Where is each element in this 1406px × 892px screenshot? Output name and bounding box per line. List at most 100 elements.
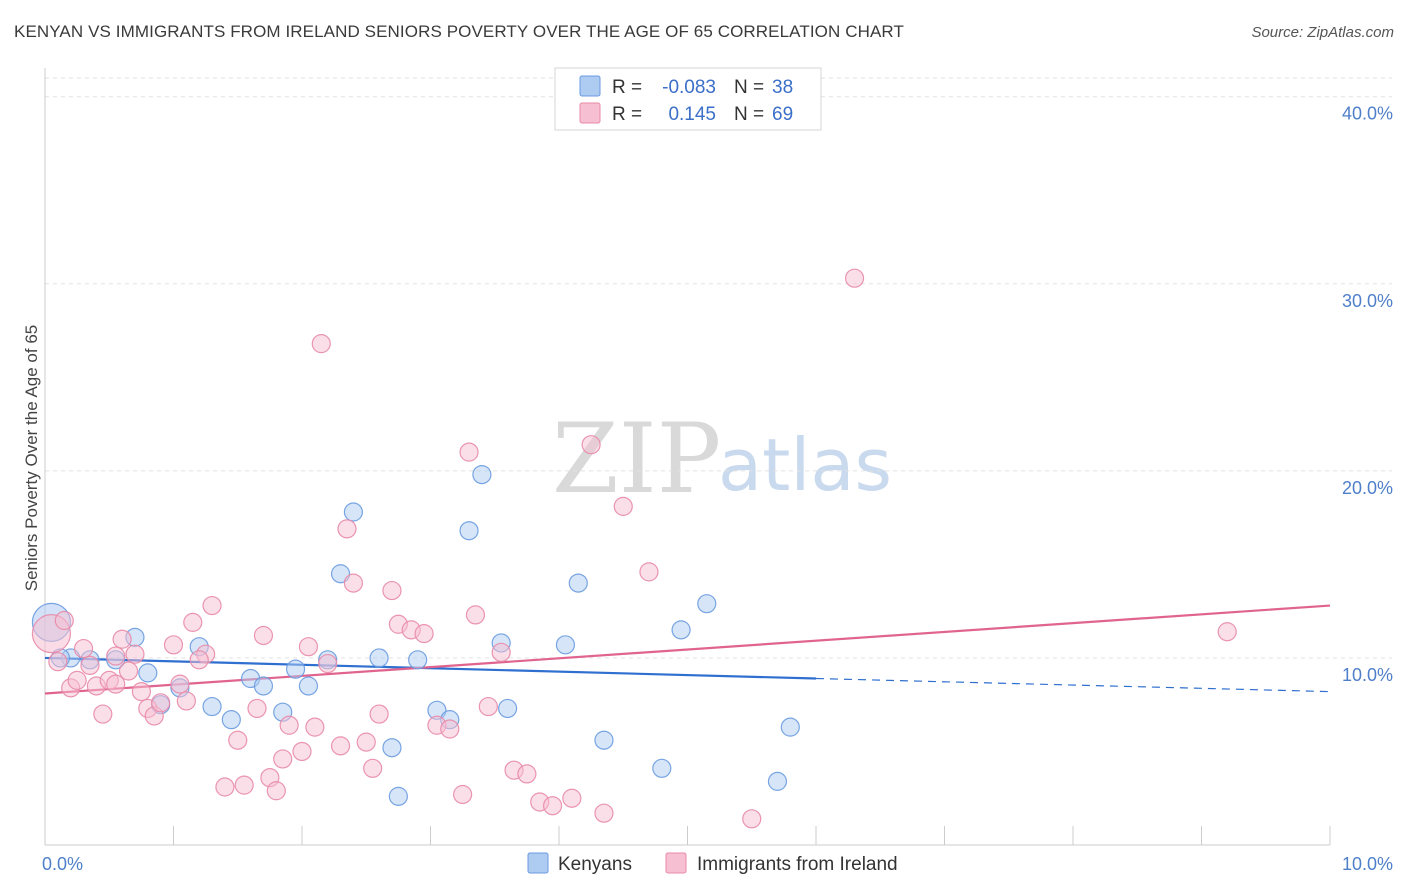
point-ireland	[48, 652, 68, 672]
point-ireland	[459, 442, 479, 462]
point-kenyans	[253, 676, 274, 696]
bottom-legend-swatch-ireland	[665, 852, 687, 874]
point-ireland	[298, 637, 319, 657]
point-ireland	[125, 644, 145, 664]
y-tick-labels: 10.0% 20.0% 30.0% 40.0%	[1342, 104, 1393, 685]
point-ireland	[247, 698, 267, 719]
point-ireland	[228, 730, 248, 750]
data-points	[31, 268, 1237, 829]
point-kenyans	[382, 738, 402, 758]
point-ireland	[170, 674, 190, 694]
point-kenyans	[555, 635, 576, 655]
y-axis-label: Seniors Poverty Over the Age of 65	[22, 325, 41, 591]
point-ireland	[189, 650, 209, 670]
legend-r-value-kenyans: -0.083	[662, 77, 716, 98]
point-kenyans	[472, 464, 492, 485]
point-ireland	[356, 732, 376, 752]
point-ireland	[330, 736, 351, 756]
y-tick-label: 10.0%	[1342, 665, 1393, 685]
point-ireland	[465, 605, 486, 625]
bottom-legend-label-kenyans: Kenyans	[558, 854, 632, 875]
point-ireland	[93, 704, 113, 724]
source-label: Source: ZipAtlas.com	[1251, 24, 1394, 41]
point-ireland	[517, 764, 537, 784]
legend-top: R = -0.083 N = 38 R = 0.145 N = 69	[554, 67, 822, 131]
watermark-zip: ZIP	[552, 403, 721, 515]
point-kenyans	[202, 696, 222, 717]
point-ireland	[337, 519, 357, 539]
gridlines	[45, 77, 1392, 659]
point-ireland	[234, 775, 254, 795]
point-kenyans	[221, 710, 241, 730]
x-tick-label: 10.0%	[1342, 854, 1393, 874]
point-kenyans	[369, 648, 389, 668]
point-ireland	[844, 268, 865, 288]
point-ireland	[581, 435, 601, 455]
point-ireland	[478, 696, 498, 717]
trend-line-ireland	[44, 604, 1331, 695]
point-ireland	[292, 741, 312, 762]
point-ireland	[613, 496, 633, 516]
point-kenyans	[767, 771, 788, 791]
point-ireland	[106, 674, 126, 694]
point-ireland	[639, 562, 659, 582]
point-ireland	[163, 635, 184, 655]
point-kenyans	[498, 698, 518, 719]
point-kenyans	[388, 786, 408, 806]
x-tick-labels: 0.0% 10.0%	[42, 854, 1393, 874]
point-kenyans	[671, 620, 691, 640]
point-ireland	[491, 642, 511, 662]
point-ireland	[542, 796, 563, 816]
point-ireland	[382, 580, 402, 601]
point-ireland	[318, 653, 338, 674]
point-ireland	[453, 784, 473, 805]
watermark: ZIP atlas	[552, 403, 892, 515]
point-ireland	[562, 788, 582, 808]
point-ireland	[305, 717, 325, 737]
point-ireland	[363, 758, 383, 778]
legend-n-value-ireland: 69	[772, 104, 793, 125]
legend-r-label-kenyans: R =	[612, 77, 642, 98]
point-kenyans	[594, 730, 614, 750]
point-ireland	[80, 655, 100, 676]
point-ireland	[311, 334, 331, 354]
point-ireland	[73, 638, 94, 659]
y-tick-label: 40.0%	[1342, 104, 1393, 124]
point-ireland	[440, 719, 460, 739]
watermark-atlas: atlas	[718, 423, 892, 507]
bottom-legend-swatch-kenyans	[527, 852, 549, 874]
trend-lines	[44, 604, 1331, 695]
point-kenyans	[697, 594, 717, 614]
point-kenyans	[568, 573, 588, 593]
point-ireland	[266, 781, 286, 801]
point-ireland	[594, 803, 614, 823]
point-ireland	[151, 693, 171, 713]
point-kenyans	[780, 717, 800, 737]
point-kenyans	[285, 659, 306, 679]
trend-line-kenyans-extension	[815, 677, 1331, 693]
legend-r-value-ireland: 0.145	[668, 104, 716, 125]
point-ireland	[273, 749, 293, 769]
point-ireland	[54, 610, 74, 631]
point-ireland	[106, 646, 126, 666]
point-kenyans	[298, 676, 319, 696]
point-ireland	[215, 777, 235, 797]
point-ireland	[131, 681, 151, 702]
point-ireland	[118, 661, 139, 681]
point-kenyans	[343, 502, 363, 522]
point-ireland	[414, 624, 434, 644]
axes	[44, 68, 1331, 846]
y-tick-label: 20.0%	[1342, 478, 1393, 498]
legend-n-label-ireland: N =	[734, 104, 764, 125]
x-tick-label: 0.0%	[42, 854, 83, 874]
point-ireland	[742, 809, 762, 829]
point-ireland	[369, 704, 389, 724]
legend-swatch-ireland	[579, 102, 601, 124]
legend-n-value-kenyans: 38	[772, 77, 793, 98]
point-kenyans	[652, 758, 672, 778]
bottom-legend-label-ireland: Immigrants from Ireland	[697, 854, 898, 875]
trend-line-kenyans	[44, 656, 817, 680]
point-kenyans	[459, 521, 479, 541]
point-ireland	[202, 595, 222, 616]
